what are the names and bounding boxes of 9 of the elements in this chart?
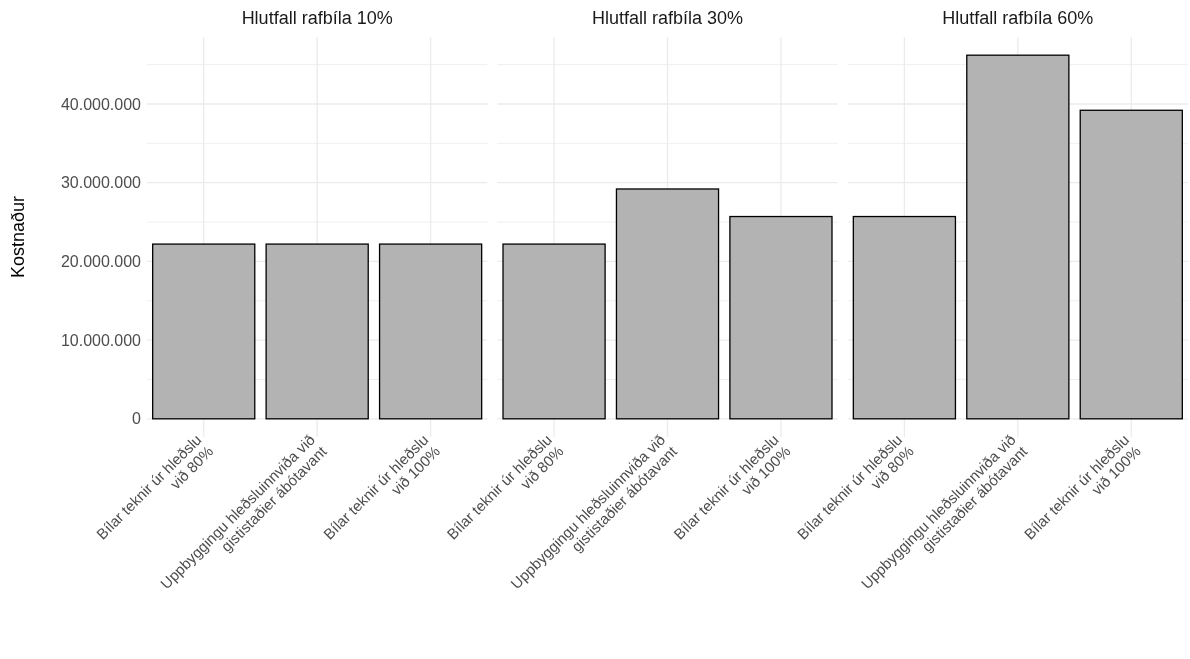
chart-title: Hlutfall rafbíla 30% [591,8,744,28]
y-tick-label: 40.000.000 [60,95,142,113]
y-tick-label: 20.000.000 [60,253,142,271]
y-axis-title: Kostnaður [8,195,28,279]
chart-title: Hlutfall rafbíla 10% [241,8,393,28]
chart-title: Hlutfall rafbíla 60% [942,8,1094,28]
y-tick-label: 0 [132,410,142,428]
y-tick-label: 30.000.000 [60,174,142,192]
y-tick-label: 10.000.000 [60,331,142,349]
